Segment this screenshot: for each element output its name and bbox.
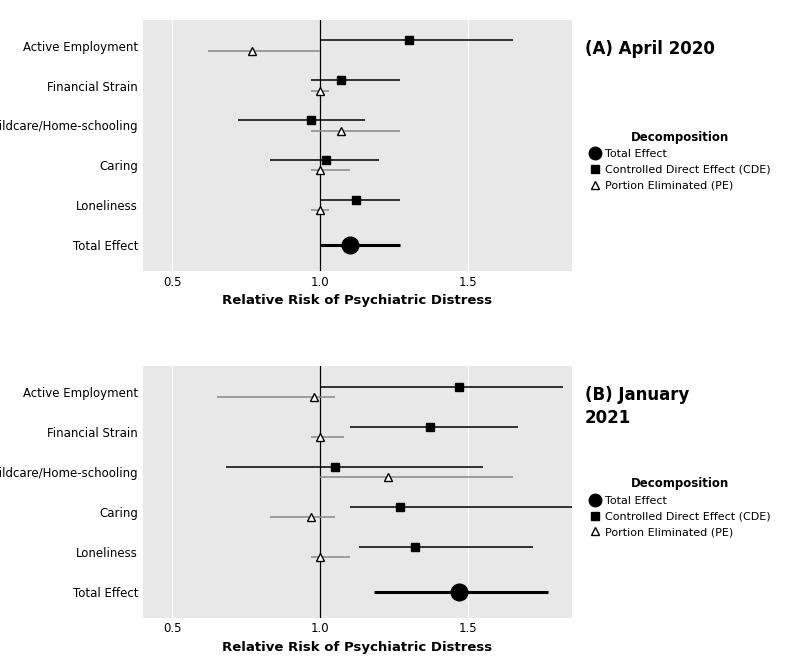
- Legend: Total Effect, Controlled Direct Effect (CDE), Portion Eliminated (PE): Total Effect, Controlled Direct Effect (…: [590, 131, 770, 191]
- Legend: Total Effect, Controlled Direct Effect (CDE), Portion Eliminated (PE): Total Effect, Controlled Direct Effect (…: [590, 478, 770, 537]
- X-axis label: Relative Risk of Psychiatric Distress: Relative Risk of Psychiatric Distress: [222, 294, 492, 307]
- Text: (A) April 2020: (A) April 2020: [584, 40, 715, 58]
- X-axis label: Relative Risk of Psychiatric Distress: Relative Risk of Psychiatric Distress: [222, 641, 492, 654]
- Text: (B) January
2021: (B) January 2021: [584, 386, 689, 426]
